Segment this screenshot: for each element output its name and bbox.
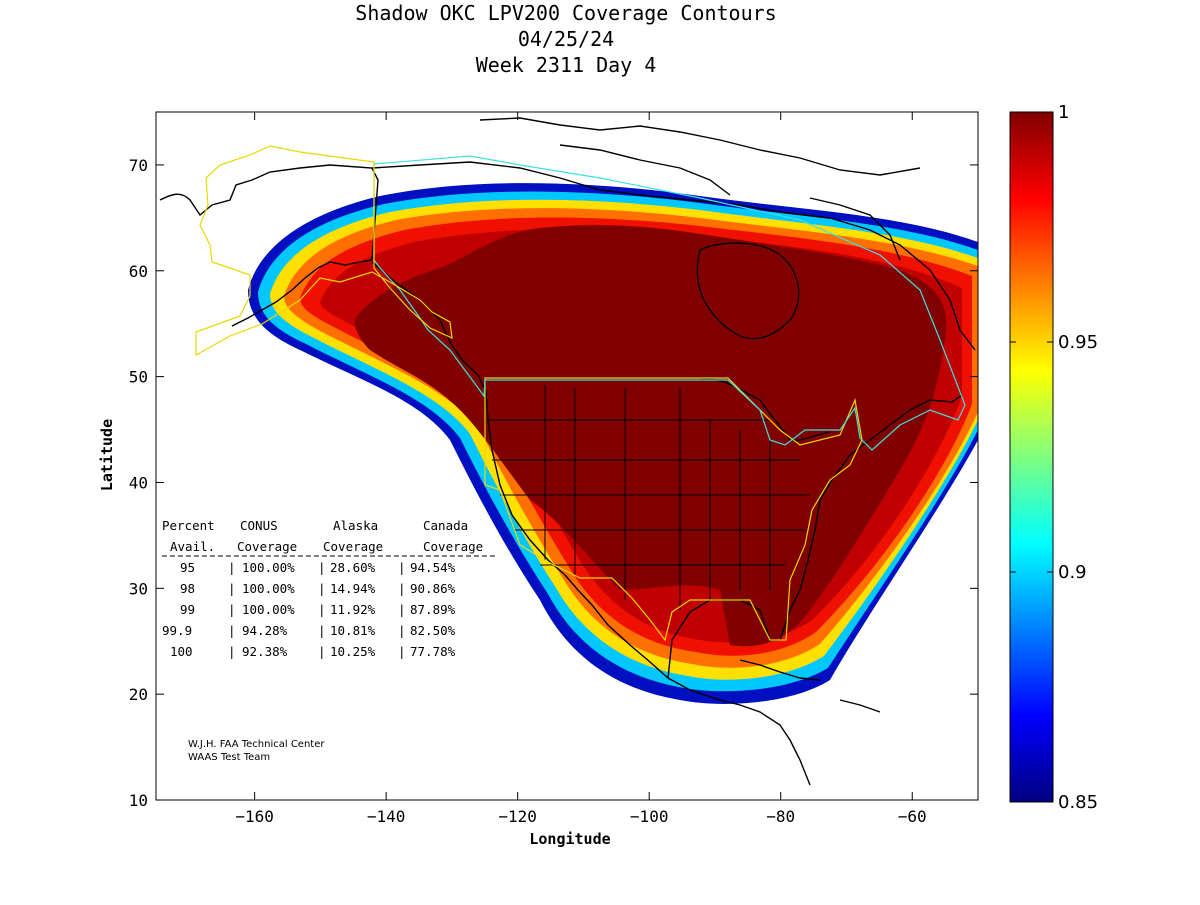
table-cell-conus: 92.38% [242,644,288,659]
plot-area: Percent CONUS Alaska Canada Avail. Cover… [156,112,978,800]
conus-service-area-outline [484,377,863,642]
y-tick-label: 40 [129,473,148,492]
title-line-2: 04/25/24 [518,27,614,51]
x-tick-label: −140 [367,807,406,826]
table-cell-canada: 87.89% [410,602,456,617]
table-separator: | [398,602,406,617]
table-subheader-conus: Coverage [237,539,297,554]
table-cell-alaska: 14.94% [330,581,376,596]
table-cell-canada: 82.50% [410,623,456,638]
table-subheader-avail: Avail. [170,539,215,554]
y-axis-label: Latitude [98,419,116,491]
y-tick-label: 70 [129,156,148,175]
table-cell-conus: 100.00% [242,602,295,617]
credit-line-2: WAAS Test Team [188,752,270,763]
table-row: 95 | 100.00% | 28.60% | 94.54% [180,560,456,575]
table-separator: | [318,602,326,617]
contour-band-100 [354,225,947,647]
table-cell-alaska: 28.60% [330,560,376,575]
x-tick-label: −80 [766,807,795,826]
table-cell-percent: 98 [180,581,195,596]
table-subheader-alaska: Coverage [323,539,383,554]
y-tick-label: 10 [129,791,148,810]
alaska-service-area-outline [195,145,453,357]
x-tick-label: −60 [898,807,927,826]
colorbar-tick-label: 0.95 [1058,332,1098,353]
title-line-3: Week 2311 Day 4 [476,53,657,77]
y-tick-label: 50 [129,368,148,387]
table-cell-conus: 100.00% [242,581,295,596]
x-axis-label: Longitude [529,830,610,848]
x-tick-label: −160 [235,807,274,826]
table-separator: | [398,581,406,596]
table-separator: | [228,644,236,659]
coverage-table: Percent CONUS Alaska Canada Avail. Cover… [162,518,495,659]
y-tick-label: 20 [129,685,148,704]
table-separator: | [318,560,326,575]
table-separator: | [318,644,326,659]
plot-frame [155,111,979,801]
table-row: 100 | 92.38% | 10.25% | 77.78% [170,644,456,659]
title-line-1: Shadow OKC LPV200 Coverage Contours [355,1,776,25]
table-separator: | [228,602,236,617]
table-separator: | [228,623,236,638]
axis-ticks: −160 −140 −120 −100 −80 −60 10 20 30 40 50 60 70 [129,112,978,826]
table-header-alaska: Alaska [333,518,378,533]
colorbar-tick-label: 0.9 [1058,562,1087,583]
table-cell-canada: 94.54% [410,560,456,575]
table-separator: | [228,560,236,575]
table-row: 99.9 | 94.28% | 10.81% | 82.50% [162,623,456,638]
x-tick-label: −120 [498,807,537,826]
table-cell-percent: 99.9 [162,623,192,638]
canada-service-area-outline [373,155,966,451]
y-tick-label: 30 [129,579,148,598]
state-boundaries [488,385,810,610]
table-header-canada: Canada [423,518,468,533]
colorbar-gradient [1009,111,1054,803]
table-separator: | [398,623,406,638]
table-separator: | [398,560,406,575]
table-cell-percent: 99 [180,602,195,617]
table-row: 99 | 100.00% | 11.92% | 87.89% [180,602,456,617]
table-cell-percent: 100 [170,644,193,659]
coastlines [159,117,976,786]
table-separator: | [228,581,236,596]
table-separator: | [398,644,406,659]
table-separator: | [318,623,326,638]
x-tick-label: −100 [630,807,669,826]
colorbar: 0.85 0.9 0.95 1 [1009,102,1098,813]
table-row: 98 | 100.00% | 14.94% | 90.86% [180,581,456,596]
table-cell-conus: 100.00% [242,560,295,575]
table-cell-alaska: 10.81% [330,623,376,638]
colorbar-tick-label: 0.85 [1058,792,1098,813]
table-cell-alaska: 11.92% [330,602,376,617]
colorbar-tick-label: 1 [1058,102,1069,123]
table-cell-percent: 95 [180,560,195,575]
table-cell-alaska: 10.25% [330,644,376,659]
table-cell-conus: 94.28% [242,623,288,638]
table-cell-canada: 77.78% [410,644,456,659]
credit-line-1: W.J.H. FAA Technical Center [188,739,325,750]
table-header-percent: Percent [162,518,215,533]
table-cell-canada: 90.86% [410,581,456,596]
table-header-conus: CONUS [240,518,278,533]
y-tick-label: 60 [129,262,148,281]
table-separator: | [318,581,326,596]
table-subheader-canada: Coverage [423,539,483,554]
